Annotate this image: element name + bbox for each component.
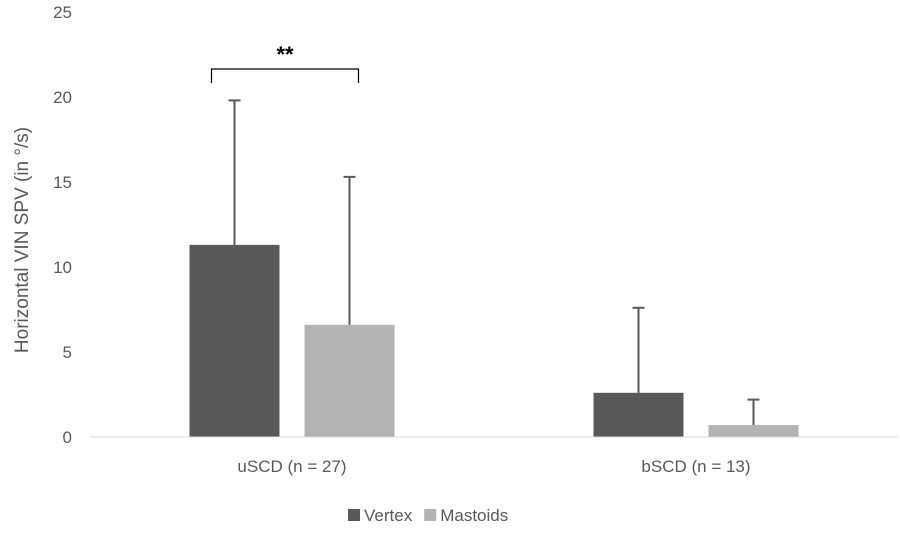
- bars: [189, 244, 799, 437]
- legend-label-mastoids: Mastoids: [440, 506, 508, 525]
- significance-label: **: [276, 42, 294, 67]
- y-tick-label: 20: [53, 88, 72, 107]
- category-label: bSCD (n = 13): [641, 457, 750, 476]
- bar-mastoids-1: [708, 425, 799, 437]
- error-bars: [228, 99, 760, 426]
- y-tick-label: 25: [53, 3, 72, 22]
- bar-mastoids-0: [304, 324, 395, 437]
- legend-label-vertex: Vertex: [364, 506, 413, 525]
- y-tick-labels: 0 5 10 15 20 25: [53, 3, 72, 447]
- significance-annotation: **: [210, 42, 360, 83]
- y-tick-label: 15: [53, 173, 72, 192]
- bar-vertex-1: [593, 392, 684, 437]
- legend-swatch-vertex: [348, 509, 360, 521]
- legend: Vertex Mastoids: [348, 506, 508, 525]
- legend-swatch-mastoids: [424, 509, 437, 521]
- y-tick-label: 5: [63, 343, 72, 362]
- category-labels: uSCD (n = 27) bSCD (n = 13): [237, 457, 750, 476]
- y-axis-label: Horizontal VIN SPV (in °/s): [12, 127, 33, 353]
- bar-vertex-0: [189, 244, 280, 437]
- y-tick-label: 10: [53, 258, 72, 277]
- y-tick-label: 0: [63, 428, 72, 447]
- significance-bracket: [210, 68, 360, 83]
- category-label: uSCD (n = 27): [237, 457, 346, 476]
